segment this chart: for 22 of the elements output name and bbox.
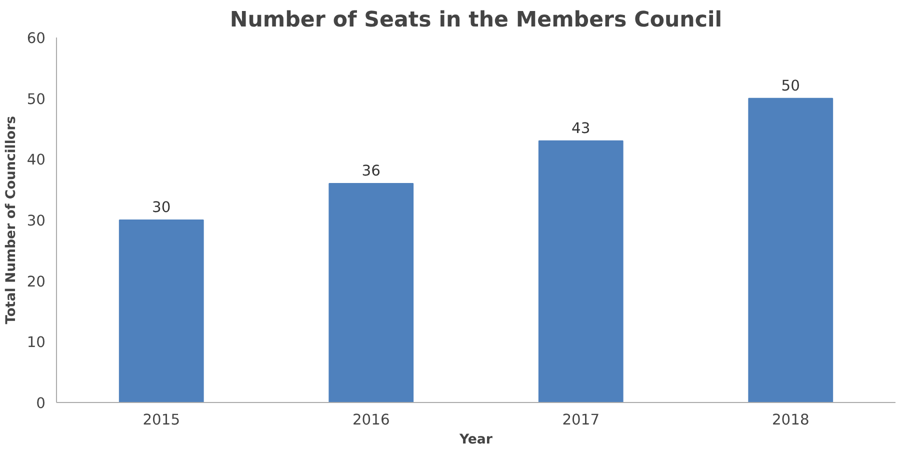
x-tick-label: 2016 xyxy=(352,412,390,428)
y-tick-label: 0 xyxy=(36,395,46,412)
x-axis-title: Year xyxy=(458,432,493,448)
y-tick-label: 20 xyxy=(26,273,46,290)
bar xyxy=(328,183,414,402)
y-tick-label: 10 xyxy=(26,334,46,352)
data-label: 36 xyxy=(362,162,380,180)
chart-title: Number of Seats in the Members Council xyxy=(230,8,722,32)
y-tick-label: 30 xyxy=(26,212,46,230)
bar xyxy=(538,140,624,402)
y-tick-label: 60 xyxy=(26,30,46,47)
y-tick-label: 50 xyxy=(26,90,46,108)
data-label: 43 xyxy=(572,120,590,137)
bar xyxy=(118,220,204,402)
y-tick-label: 40 xyxy=(26,152,46,169)
data-label: 30 xyxy=(152,199,171,216)
data-label: 50 xyxy=(781,77,800,94)
y-axis-title: Total Number of Councillors xyxy=(4,116,19,324)
bar xyxy=(748,98,834,402)
x-tick-label: 2015 xyxy=(142,412,180,428)
x-tick-label: 2017 xyxy=(562,412,600,428)
x-tick-label: 2018 xyxy=(772,412,810,428)
